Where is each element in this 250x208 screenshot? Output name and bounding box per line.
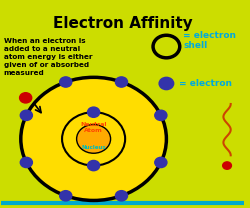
Circle shape [20,157,32,168]
Circle shape [159,77,174,90]
Circle shape [116,191,128,201]
Circle shape [155,157,167,168]
Circle shape [76,125,110,153]
Text: = electron: = electron [178,79,232,88]
Circle shape [20,93,32,103]
Text: Electron Affinity: Electron Affinity [53,16,192,31]
Text: = electron
shell: = electron shell [184,31,236,50]
Circle shape [116,77,128,87]
Circle shape [60,77,72,87]
Circle shape [155,110,167,120]
Circle shape [20,110,32,120]
Circle shape [21,77,167,201]
Circle shape [223,162,232,169]
Text: When an electron is
added to a neutral
atom energy is either
given of or absorbe: When an electron is added to a neutral a… [4,38,92,76]
Text: Nucleus: Nucleus [81,145,106,150]
Circle shape [88,160,100,171]
Circle shape [60,191,72,201]
Circle shape [88,107,100,117]
Text: Neutral
Atom: Neutral Atom [80,122,107,133]
